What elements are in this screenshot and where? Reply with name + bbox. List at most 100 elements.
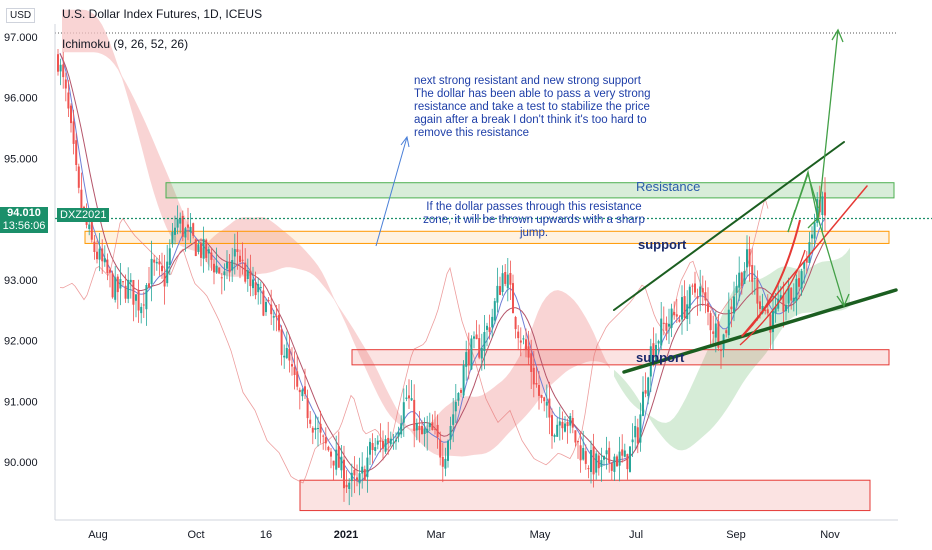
- candle-body: [587, 468, 590, 470]
- annotation-note-breakout[interactable]: If the dollar passes through this resist…: [423, 201, 645, 239]
- candle-body: [90, 220, 93, 240]
- last-price-tag: 94.010: [0, 207, 48, 220]
- y-tick-label: 95.000: [4, 153, 38, 165]
- candle-body: [574, 430, 577, 443]
- candle-body: [473, 336, 475, 339]
- candle-body: [532, 367, 535, 385]
- candle-body: [668, 323, 670, 327]
- candle-body: [470, 338, 473, 370]
- candle-body: [720, 350, 722, 352]
- candle-body: [657, 341, 660, 344]
- annotation-note-resistance[interactable]: next strong resistant and new strong sup…: [414, 75, 651, 139]
- candle-body: [738, 272, 741, 288]
- candle-body: [460, 389, 462, 393]
- candle-body: [314, 427, 317, 430]
- candle-body: [821, 196, 824, 215]
- indicator-legend[interactable]: Ichimoku (9, 26, 52, 26): [62, 37, 189, 51]
- candle-body: [249, 270, 252, 287]
- candle-body: [595, 453, 598, 473]
- candle-body: [642, 391, 644, 416]
- x-tick-label: 16: [260, 529, 272, 541]
- candle-body: [790, 287, 793, 301]
- projection-alt-path: [787, 172, 819, 233]
- currency-label[interactable]: USD: [6, 8, 36, 23]
- candle-body: [187, 224, 189, 228]
- note-arrow-line: [375, 136, 408, 247]
- candle-body: [753, 278, 756, 280]
- candle-body: [119, 279, 122, 289]
- projection-down-arrowhead: [836, 293, 850, 308]
- candle-body: [210, 252, 213, 260]
- candle-body: [405, 397, 408, 399]
- candle-body: [363, 469, 366, 480]
- candle-body: [813, 222, 816, 239]
- candle-body: [132, 280, 135, 305]
- candle-body: [746, 249, 748, 268]
- candle-body: [127, 279, 130, 299]
- candle-body: [787, 286, 790, 304]
- candle-body: [766, 309, 769, 314]
- candle-body: [413, 399, 416, 431]
- candle-body: [254, 282, 257, 296]
- candle-body: [709, 313, 712, 331]
- candle-body: [733, 296, 735, 314]
- candle-body: [103, 258, 106, 263]
- candle-body: [519, 340, 522, 343]
- candle-body: [475, 334, 478, 340]
- candle-body: [252, 279, 254, 289]
- candle-body: [454, 401, 457, 412]
- candle-body: [122, 281, 124, 283]
- candle-body: [241, 259, 244, 261]
- zone-2: [351, 349, 890, 366]
- projection-up-arrowhead: [831, 28, 844, 43]
- candle-body: [239, 255, 241, 262]
- candle-body: [525, 339, 527, 350]
- candle-body: [262, 290, 265, 316]
- candle-body: [402, 402, 405, 423]
- channel-upper-line: [613, 141, 845, 311]
- y-tick-label: 96.000: [4, 93, 38, 105]
- candle-body: [764, 309, 767, 312]
- candle-body: [246, 270, 249, 279]
- candle-body: [93, 241, 96, 252]
- candle-body: [613, 456, 616, 472]
- candle-body: [792, 297, 795, 302]
- candle-body: [179, 218, 182, 224]
- candle-body: [717, 321, 720, 348]
- red-arc-inner: [739, 249, 806, 346]
- candle-body: [244, 262, 247, 282]
- candle-body: [358, 473, 361, 484]
- candle-body: [301, 389, 304, 397]
- candle-body: [109, 269, 111, 273]
- candle-body: [392, 442, 395, 444]
- candle-body: [701, 288, 704, 293]
- candle-body: [569, 416, 572, 426]
- candle-body: [317, 428, 319, 429]
- candle-body: [564, 423, 566, 432]
- candle-body: [192, 223, 195, 236]
- candle-body: [324, 437, 327, 444]
- candle-body: [798, 278, 800, 287]
- candle-body: [410, 398, 413, 401]
- x-tick-label: 2021: [334, 529, 358, 541]
- candle-body: [800, 271, 803, 289]
- candle-body: [629, 446, 631, 472]
- candle-body: [272, 316, 275, 318]
- candle-body: [288, 348, 291, 361]
- axes: 97.000 96.000 95.000 93.000 92.000 91.000 90.0…: [4, 32, 840, 541]
- y-tick-label: 97.000: [4, 32, 38, 44]
- candle-body: [678, 319, 681, 322]
- candle-body: [142, 304, 145, 306]
- candle-body: [644, 390, 647, 394]
- candle-body: [101, 248, 104, 262]
- y-tick-label: 92.000: [4, 336, 38, 348]
- x-tick-label: Sep: [726, 529, 746, 541]
- candle-body: [374, 447, 377, 451]
- candle-body: [332, 460, 335, 466]
- candle-body: [387, 437, 390, 443]
- candle-body: [467, 349, 470, 366]
- candle-body: [267, 300, 270, 302]
- candle-body: [189, 226, 192, 233]
- red-arc: [741, 219, 801, 337]
